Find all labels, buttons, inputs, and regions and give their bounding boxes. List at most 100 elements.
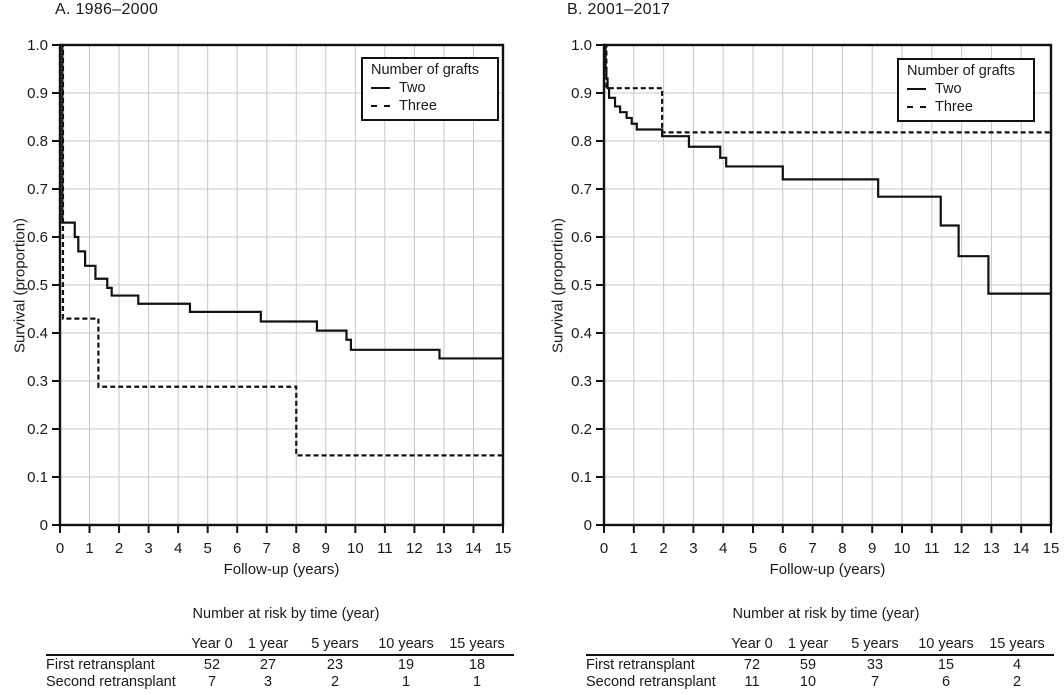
x-tick-label: 11 [377, 540, 393, 557]
legend-entry-three: Three [371, 97, 491, 115]
risk-count-cell: 23 [326, 657, 344, 673]
x-tick-label: 7 [263, 540, 271, 557]
survival-curve-two-grafts [60, 43, 503, 360]
risk-count-cell: 11 [744, 674, 760, 690]
panel-b-survival-plot: 0 1 2 3 4 5 6 7 8 9 10 11 12 13 14 1500.10.20.30.40.50.… [571, 37, 1060, 557]
panel-a-x-axis-label: Follow-up (years) [223, 561, 340, 578]
risk-table-column-header: 1 year [238, 635, 298, 656]
legend-entry-label: Two [399, 80, 426, 96]
x-tick-label: 12 [406, 540, 423, 557]
y-tick-label: 1.0 [571, 37, 592, 54]
panel-b-title: B. 2001–2017 [567, 1, 671, 18]
panel-b-x-axis-label: Follow-up (years) [769, 561, 886, 578]
risk-table-column-header: 5 years [838, 635, 912, 656]
x-tick-label: 13 [436, 540, 453, 557]
risk-table-column-header: 15 years [980, 635, 1054, 656]
risk-row-label: Second retransplant [586, 674, 716, 690]
y-tick-label: 0 [584, 517, 592, 534]
panel-a-legend: Number of grafts Two Three [361, 57, 499, 121]
x-tick-label: 13 [983, 540, 1000, 557]
legend-entry-three: Three [907, 98, 1027, 116]
risk-count-cell: 59 [799, 657, 817, 673]
x-tick-label: 3 [144, 540, 152, 557]
risk-table-column-header: 10 years [912, 635, 980, 656]
risk-table-corner-cell [46, 635, 186, 656]
panel-a-survival-plot: 0 1 2 3 4 5 6 7 8 9 10 11 12 13 14 1500.10.20.30.40.50.… [27, 37, 511, 557]
y-tick-label: 0.3 [571, 373, 592, 390]
y-tick-label: 0.6 [27, 229, 48, 246]
y-tick-label: 0.4 [27, 325, 48, 342]
x-tick-label: 4 [174, 540, 182, 557]
y-tick-label: 0.2 [571, 421, 592, 438]
x-tick-label: 10 [347, 540, 364, 557]
risk-table-row: First retransplant 72 59 33 15 4 [586, 655, 1054, 673]
x-tick-label: 15 [1043, 540, 1060, 557]
risk-table-column-header: 15 years [440, 635, 514, 656]
risk-row-label: First retransplant [46, 657, 155, 673]
x-tick-label: 14 [1013, 540, 1030, 557]
risk-count-cell: 2 [1012, 674, 1022, 690]
risk-table-column-header: 10 years [372, 635, 440, 656]
legend-entry-label: Two [935, 81, 962, 97]
risk-table-row: Second retransplant 7 3 2 1 1 [46, 673, 514, 690]
x-tick-label: 15 [495, 540, 512, 557]
y-tick-label: 1.0 [27, 37, 48, 54]
risk-table-column-header: Year 0 [186, 635, 238, 656]
risk-count-cell: 19 [397, 657, 415, 673]
risk-row-label: Second retransplant [46, 674, 176, 690]
dashed-line-swatch [371, 105, 390, 107]
risk-count-cell: 18 [468, 657, 486, 673]
x-tick-label: 9 [868, 540, 876, 557]
x-tick-label: 5 [749, 540, 757, 557]
risk-count-cell: 7 [870, 674, 880, 690]
risk-count-cell: 2 [330, 674, 340, 690]
x-tick-label: 12 [953, 540, 970, 557]
legend-entry-two: Two [371, 79, 491, 97]
solid-line-swatch [371, 87, 390, 89]
y-tick-label: 0.7 [571, 181, 592, 198]
risk-table-row: First retransplant 52 27 23 19 18 [46, 655, 514, 673]
legend-entry-label: Three [399, 98, 437, 114]
risk-count-cell: 10 [799, 674, 817, 690]
axis-ticks [596, 44, 1052, 533]
risk-table-column-header: 1 year [778, 635, 838, 656]
x-tick-label: 8 [292, 540, 300, 557]
axis-ticks [52, 44, 504, 533]
panel-b-legend: Number of grafts Two Three [897, 58, 1035, 122]
dashed-line-swatch [907, 106, 926, 108]
legend-title: Number of grafts [371, 62, 479, 78]
y-tick-label: 0.1 [571, 469, 592, 486]
x-tick-label: 2 [115, 540, 123, 557]
gridlines [60, 45, 504, 525]
risk-count-cell: 1 [472, 674, 482, 690]
risk-table-corner-cell [586, 635, 726, 656]
legend-entry-label: Three [935, 99, 973, 115]
x-tick-label: 11 [924, 540, 940, 557]
y-tick-label: 0.4 [571, 325, 592, 342]
risk-count-cell: 72 [743, 657, 761, 673]
risk-table-title: Number at risk by time (year) [192, 606, 380, 622]
x-tick-label: 1 [630, 540, 638, 557]
x-tick-label: 0 [56, 540, 64, 557]
legend-entries: Two Three [371, 79, 491, 115]
risk-count-cell: 7 [207, 674, 217, 690]
axis-tick-labels: 0 1 2 3 4 5 6 7 8 9 10 11 12 13 14 1500.10.20.30.40.50.… [27, 37, 511, 557]
y-tick-label: 0.3 [27, 373, 48, 390]
x-tick-label: 6 [779, 540, 787, 557]
x-tick-label: 4 [719, 540, 727, 557]
x-tick-label: 8 [838, 540, 846, 557]
risk-table-column-header: Year 0 [726, 635, 778, 656]
y-tick-label: 0.9 [571, 85, 592, 102]
y-tick-label: 0.9 [27, 85, 48, 102]
x-tick-label: 7 [808, 540, 816, 557]
panel-a-title: A. 1986–2000 [55, 1, 159, 18]
risk-count-cell: 4 [1012, 657, 1022, 673]
